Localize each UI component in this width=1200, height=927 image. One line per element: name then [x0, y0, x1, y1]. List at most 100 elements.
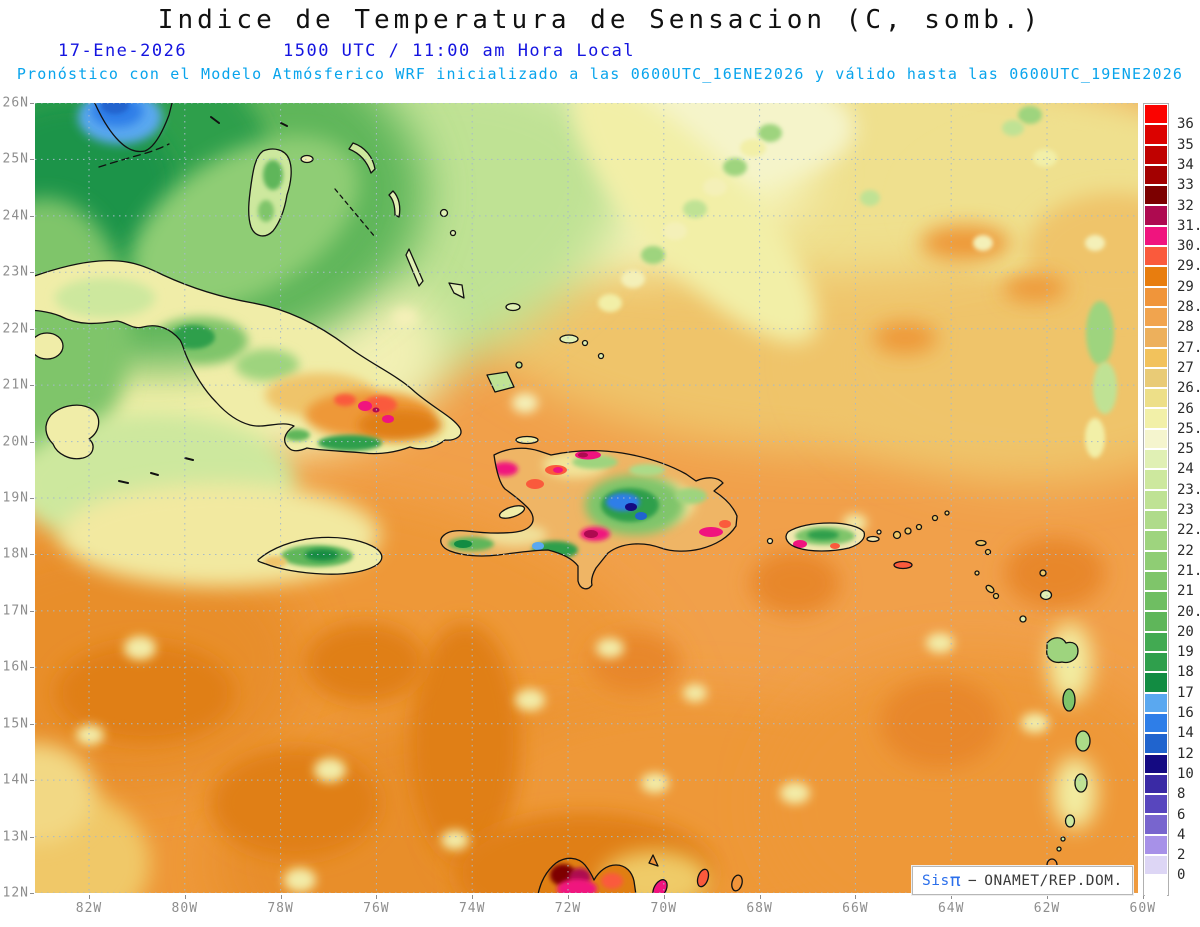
x-tick-label: 78W	[267, 901, 294, 916]
colorbar-swatch	[1145, 551, 1167, 572]
colorbar-swatch	[1145, 186, 1167, 207]
x-tick-label: 60W	[1129, 901, 1157, 916]
y-tick-label: 15N	[2, 716, 29, 732]
y-tick-mark	[30, 215, 34, 217]
colorbar-label: 25.5	[1177, 420, 1200, 437]
colorbar-label: 24	[1177, 461, 1194, 478]
colorbar-label: 18	[1177, 664, 1194, 681]
colorbar-swatch	[1145, 571, 1167, 593]
colorbar-label: 23	[1177, 502, 1194, 518]
attribution-org: ONAMET/REP.DOM.	[984, 872, 1123, 889]
valid-date: 17-Ene-2026	[58, 41, 188, 61]
colorbar-swatch	[1145, 693, 1167, 714]
colorbar-label: 28.5	[1177, 299, 1200, 315]
colorbar-swatch	[1145, 470, 1167, 491]
colorbar-label: 21.5	[1177, 562, 1200, 579]
colorbar-label: 14	[1177, 725, 1194, 742]
y-tick-mark	[30, 328, 34, 330]
y-tick-mark	[30, 780, 34, 782]
weather-map	[35, 103, 1138, 893]
colorbar-swatch	[1145, 713, 1167, 735]
y-tick-label: 14N	[2, 772, 29, 788]
attribution-box: Sis π − ONAMET/REP.DOM.	[912, 866, 1133, 895]
colorbar-swatch	[1145, 287, 1167, 308]
colorbar-swatch	[1145, 348, 1167, 369]
colorbar-swatch	[1145, 145, 1167, 166]
y-tick-label: 18N	[2, 546, 29, 562]
colorbar-swatch	[1145, 653, 1167, 674]
x-tick-mark	[280, 895, 282, 899]
colorbar-swatch	[1145, 328, 1167, 349]
colorbar-swatch	[1145, 450, 1167, 471]
colorbar-label: 28	[1177, 319, 1194, 336]
colorbar-label: 19	[1177, 644, 1194, 661]
colorbar-swatch	[1145, 612, 1167, 633]
colorbar-label: 31.5	[1177, 217, 1200, 234]
colorbar-label: 17	[1177, 684, 1194, 701]
colorbar-swatch	[1145, 429, 1167, 451]
colorbar-swatch	[1145, 835, 1167, 856]
x-tick-label: 70W	[650, 901, 678, 916]
y-tick-mark	[30, 159, 34, 161]
colorbar-swatch	[1145, 247, 1167, 268]
colorbar-label: 4	[1177, 826, 1186, 843]
colorbar-swatch	[1145, 774, 1167, 796]
x-tick-label: 80W	[171, 901, 199, 916]
y-tick-mark	[30, 103, 34, 104]
colorbar-label: 20	[1177, 623, 1194, 640]
colorbar-swatch	[1145, 632, 1167, 654]
x-tick-mark	[568, 895, 569, 899]
colorbar	[1143, 103, 1169, 897]
y-tick-mark	[30, 385, 34, 387]
y-tick-label: 19N	[2, 490, 29, 506]
x-tick-label: 72W	[554, 901, 582, 916]
x-tick-mark	[951, 895, 953, 899]
valid-time: 1500 UTC / 11:00 am Hora Local	[283, 41, 636, 61]
x-tick-mark	[376, 895, 378, 899]
coastlines	[35, 103, 1107, 893]
colorbar-swatch	[1145, 105, 1167, 126]
colorbar-swatch	[1145, 206, 1167, 227]
colorbar-label: 25	[1177, 441, 1194, 458]
colorbar-label: 30.7	[1177, 238, 1200, 255]
y-tick-label: 25N	[2, 151, 29, 167]
colorbar-swatch	[1145, 510, 1167, 532]
x-tick-mark	[1047, 895, 1048, 899]
colorbar-label: 32	[1177, 197, 1194, 214]
colorbar-label: 22.5	[1177, 522, 1200, 539]
colorbar-swatch	[1145, 389, 1167, 410]
x-tick-label: 62W	[1033, 901, 1061, 916]
colorbar-label: 8	[1177, 786, 1186, 803]
colorbar-swatch	[1145, 368, 1167, 390]
y-tick-label: 17N	[2, 603, 29, 619]
colorbar-label: 10	[1177, 765, 1194, 782]
brand-label: Sis	[922, 872, 950, 889]
y-tick-label: 26N	[2, 95, 29, 111]
x-tick-label: 76W	[363, 901, 390, 916]
colorbar-label: 16	[1177, 705, 1194, 721]
page-title: Indice de Temperatura de Sensacion (C, s…	[157, 5, 1043, 35]
colorbar-label: 34	[1177, 156, 1194, 173]
attribution-separator: −	[968, 872, 978, 889]
y-tick-mark	[30, 272, 34, 274]
y-tick-mark	[30, 441, 34, 443]
colorbar-label: 20.5	[1177, 603, 1200, 620]
x-tick-label: 64W	[937, 901, 965, 916]
colorbar-swatch	[1145, 125, 1167, 146]
colorbar-swatch	[1145, 673, 1167, 694]
colorbar-label: 22	[1177, 542, 1194, 559]
y-tick-mark	[30, 893, 34, 895]
gridlines	[35, 103, 1138, 893]
colorbar-label: 21	[1177, 583, 1194, 600]
colorbar-label: 26	[1177, 400, 1194, 417]
colorbar-label: 2	[1177, 847, 1186, 864]
x-tick-mark	[472, 895, 474, 899]
y-tick-mark	[30, 498, 34, 499]
x-tick-label: 82W	[75, 901, 103, 916]
colorbar-label: 27.5	[1177, 339, 1200, 356]
colorbar-swatch	[1145, 226, 1167, 248]
model-subtitle: Pronóstico con el Modelo Atmósferico WRF…	[16, 65, 1184, 83]
y-tick-label: 16N	[2, 659, 29, 675]
colorbar-swatch	[1145, 307, 1167, 329]
